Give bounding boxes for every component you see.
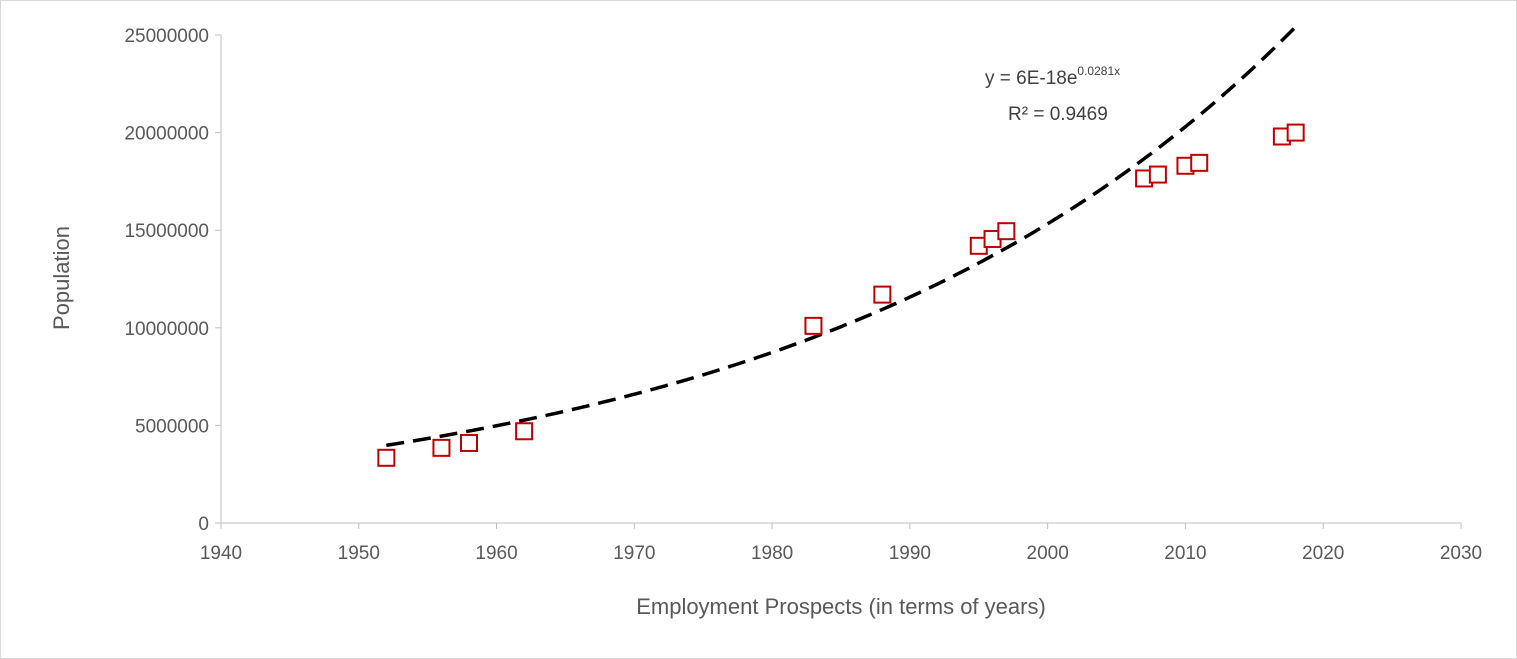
trendline-layer	[386, 25, 1297, 448]
y-tick-label: 15000000	[124, 221, 209, 242]
tick-labels: 0 5000000 10000000 15000000 20000000 25000000…	[124, 26, 1482, 564]
x-axis-title: Employment Prospects (in terms of years)	[636, 594, 1046, 619]
r-squared-label: R² = 0.9469	[1008, 104, 1108, 125]
x-tick-label: 2010	[1164, 543, 1206, 564]
data-point	[1190, 153, 1209, 172]
data-point	[377, 448, 396, 467]
data-point	[804, 316, 823, 335]
data-points	[377, 123, 1305, 467]
axes	[215, 34, 1462, 529]
y-tick-label: 25000000	[124, 26, 209, 47]
data-point	[460, 433, 478, 452]
x-tick-label: 1950	[338, 543, 380, 564]
x-tick-label: 2000	[1027, 543, 1069, 564]
equation-base: y = 6E-18e	[985, 68, 1077, 89]
y-tick-label: 20000000	[124, 124, 209, 145]
equation-exponent: 0.0281x	[1077, 64, 1120, 78]
x-tick-label: 1970	[613, 543, 655, 564]
y-tick-label: 0	[198, 514, 209, 535]
y-tick-label: 10000000	[124, 319, 209, 340]
y-axis-title: Population	[49, 226, 74, 330]
x-tick-label: 1960	[475, 543, 517, 564]
x-tick-label: 2030	[1440, 543, 1482, 564]
trendline-equation: y = 6E-18e0.0281x	[985, 64, 1120, 89]
data-point	[515, 422, 534, 441]
x-tick-label: 1980	[751, 543, 793, 564]
y-tick-label: 5000000	[135, 416, 209, 437]
x-tick-label: 1940	[200, 543, 242, 564]
data-point	[997, 222, 1016, 241]
exponential-trendline	[386, 25, 1297, 448]
data-point	[432, 438, 451, 457]
data-point	[873, 285, 892, 304]
data-point	[1148, 165, 1167, 184]
x-tick-label: 1990	[889, 543, 931, 564]
x-tick-label: 2020	[1302, 543, 1344, 564]
data-point	[1286, 123, 1305, 142]
